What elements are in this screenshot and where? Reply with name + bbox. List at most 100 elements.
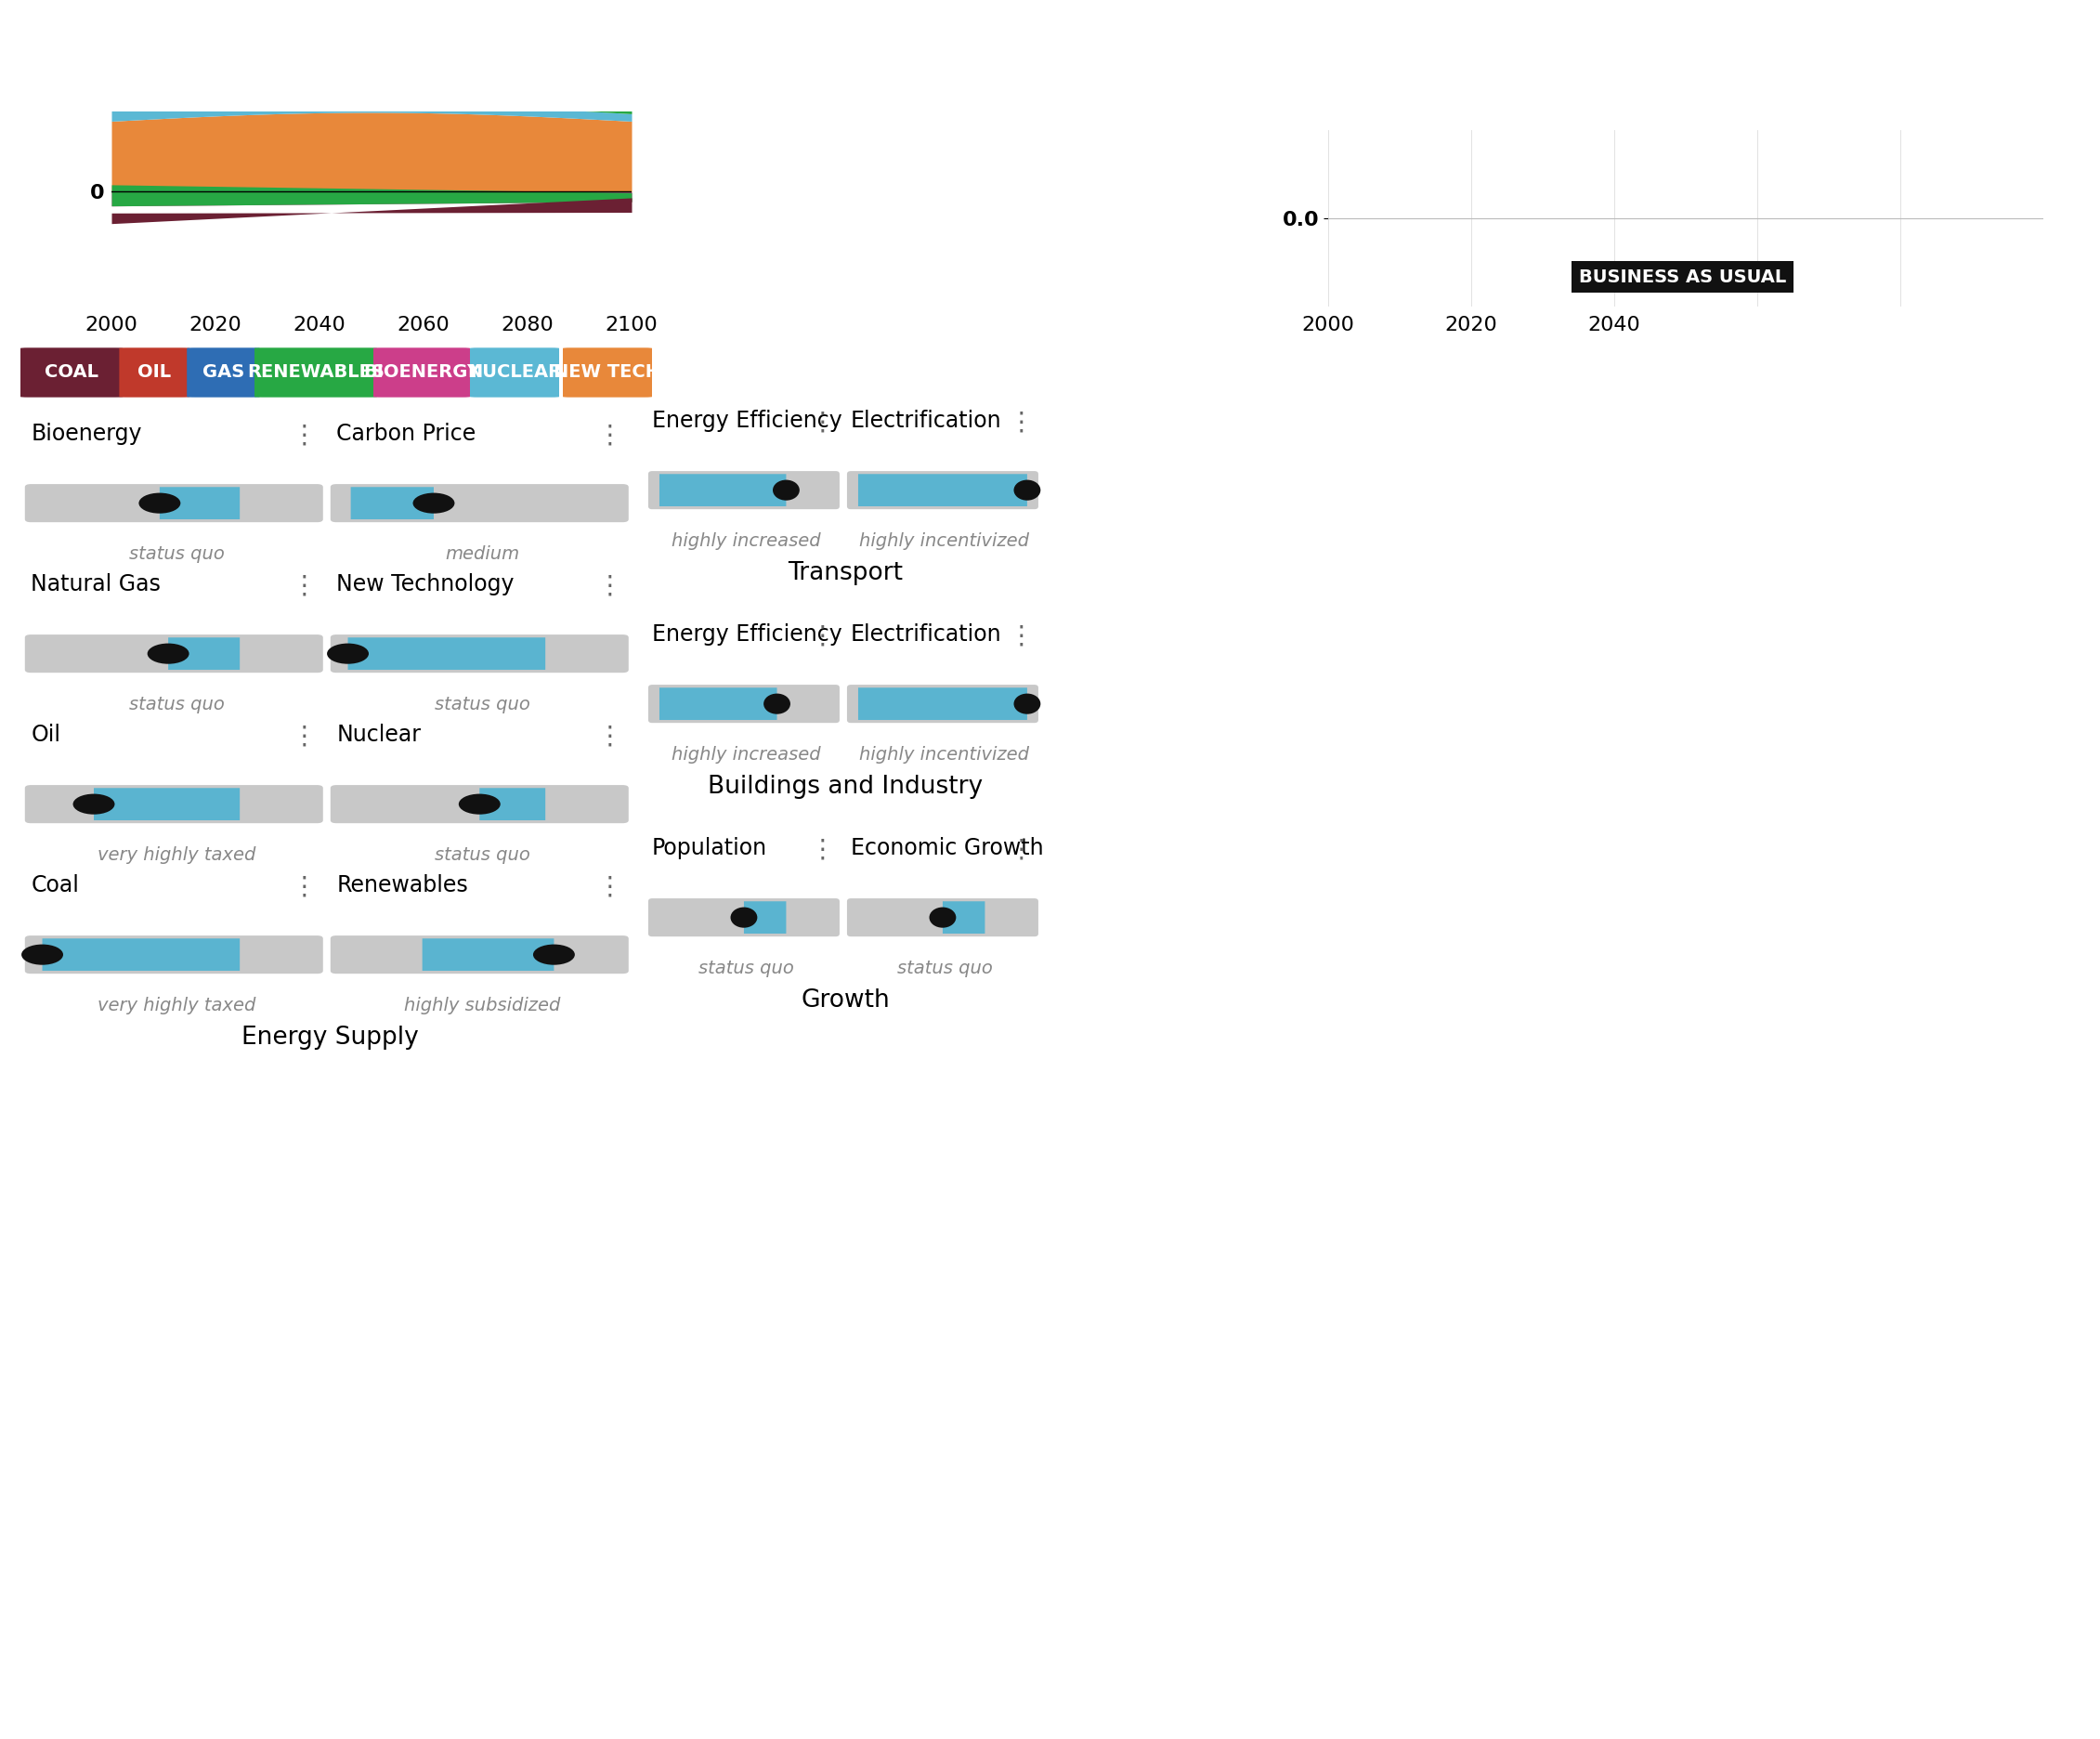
Text: very highly taxed: very highly taxed (99, 996, 256, 1016)
Text: ⋮: ⋮ (596, 723, 622, 750)
FancyBboxPatch shape (649, 471, 840, 510)
Text: BUSINESS AS USUAL: BUSINESS AS USUAL (1579, 268, 1787, 285)
Text: ⋮: ⋮ (292, 572, 317, 598)
FancyBboxPatch shape (25, 483, 323, 522)
Text: highly incentivized: highly incentivized (859, 746, 1029, 763)
Circle shape (458, 795, 500, 814)
Text: status quo: status quo (697, 960, 794, 977)
FancyBboxPatch shape (470, 348, 559, 396)
Text: ⋮: ⋮ (1008, 409, 1035, 435)
FancyBboxPatch shape (42, 939, 239, 970)
FancyBboxPatch shape (659, 687, 777, 720)
Text: ⋮: ⋮ (596, 875, 622, 899)
Circle shape (930, 908, 956, 927)
FancyBboxPatch shape (422, 939, 554, 970)
Text: Electrification: Electrification (850, 409, 1002, 431)
Text: status quo: status quo (897, 960, 993, 977)
Text: Transport: Transport (788, 562, 903, 586)
Circle shape (74, 795, 115, 814)
Text: highly increased: highly increased (672, 746, 821, 763)
FancyBboxPatch shape (943, 901, 985, 934)
FancyBboxPatch shape (120, 348, 189, 396)
FancyBboxPatch shape (254, 348, 378, 396)
FancyBboxPatch shape (187, 348, 260, 396)
Text: Economic Growth: Economic Growth (850, 836, 1044, 859)
FancyBboxPatch shape (859, 687, 1027, 720)
FancyBboxPatch shape (846, 899, 1037, 937)
Text: Nuclear: Nuclear (336, 723, 420, 746)
FancyBboxPatch shape (25, 635, 323, 673)
Text: Growth: Growth (800, 988, 890, 1012)
FancyBboxPatch shape (859, 475, 1027, 506)
Text: ⋮: ⋮ (596, 423, 622, 449)
Text: ⋮: ⋮ (292, 723, 317, 750)
Circle shape (147, 643, 189, 664)
FancyBboxPatch shape (160, 487, 239, 520)
Text: very highly taxed: very highly taxed (99, 847, 256, 864)
FancyBboxPatch shape (374, 348, 470, 396)
Text: OIL: OIL (139, 363, 172, 381)
Text: status quo: status quo (130, 696, 225, 713)
Text: Energy Efficiency: Energy Efficiency (653, 623, 842, 645)
Text: Buildings and Industry: Buildings and Industry (708, 776, 983, 798)
FancyBboxPatch shape (479, 788, 546, 821)
FancyBboxPatch shape (351, 487, 435, 520)
Text: ⋮: ⋮ (811, 623, 836, 649)
Text: Energy Efficiency: Energy Efficiency (653, 409, 842, 431)
FancyBboxPatch shape (94, 788, 239, 821)
FancyBboxPatch shape (330, 635, 628, 673)
Text: medium: medium (445, 546, 519, 563)
FancyBboxPatch shape (659, 475, 785, 506)
Circle shape (21, 944, 63, 965)
Text: BIOENERGY: BIOENERGY (363, 363, 481, 381)
Circle shape (773, 480, 800, 501)
Circle shape (1014, 694, 1042, 715)
Text: highly subsidized: highly subsidized (405, 996, 561, 1016)
Text: ⋮: ⋮ (811, 409, 836, 435)
Text: NEW TECH: NEW TECH (554, 363, 661, 381)
Text: New Technology: New Technology (336, 572, 514, 595)
Text: COAL: COAL (44, 363, 99, 381)
FancyBboxPatch shape (168, 638, 239, 670)
Text: Carbon Price: Carbon Price (336, 423, 477, 445)
Circle shape (414, 492, 454, 513)
FancyBboxPatch shape (349, 638, 546, 670)
Text: highly increased: highly increased (672, 532, 821, 550)
Text: Population: Population (653, 836, 766, 859)
Circle shape (764, 694, 790, 715)
FancyBboxPatch shape (21, 348, 124, 396)
Text: Renewables: Renewables (336, 875, 468, 896)
Circle shape (328, 643, 370, 664)
FancyBboxPatch shape (330, 936, 628, 974)
Text: Energy Supply: Energy Supply (241, 1026, 418, 1050)
FancyBboxPatch shape (743, 901, 785, 934)
Text: RENEWABLES: RENEWABLES (248, 363, 384, 381)
Text: ⋮: ⋮ (1008, 623, 1035, 649)
Text: ⋮: ⋮ (1008, 836, 1035, 863)
Circle shape (731, 908, 758, 927)
Text: Electrification: Electrification (850, 623, 1002, 645)
Text: ⋮: ⋮ (292, 875, 317, 899)
Circle shape (139, 492, 181, 513)
FancyBboxPatch shape (649, 899, 840, 937)
FancyBboxPatch shape (846, 685, 1037, 723)
Text: GAS: GAS (202, 363, 244, 381)
Circle shape (533, 944, 575, 965)
Text: Bioenergy: Bioenergy (31, 423, 143, 445)
FancyBboxPatch shape (25, 784, 323, 823)
Text: status quo: status quo (435, 847, 529, 864)
Text: NUCLEAR: NUCLEAR (466, 363, 563, 381)
Circle shape (1014, 480, 1042, 501)
Text: Oil: Oil (31, 723, 61, 746)
FancyBboxPatch shape (846, 471, 1037, 510)
Text: ⋮: ⋮ (292, 423, 317, 449)
Text: Coal: Coal (31, 875, 80, 896)
FancyBboxPatch shape (563, 348, 651, 396)
Text: status quo: status quo (130, 546, 225, 563)
Text: status quo: status quo (435, 696, 529, 713)
FancyBboxPatch shape (25, 936, 323, 974)
FancyBboxPatch shape (649, 685, 840, 723)
Text: ⋮: ⋮ (596, 572, 622, 598)
FancyBboxPatch shape (330, 483, 628, 522)
FancyBboxPatch shape (330, 784, 628, 823)
